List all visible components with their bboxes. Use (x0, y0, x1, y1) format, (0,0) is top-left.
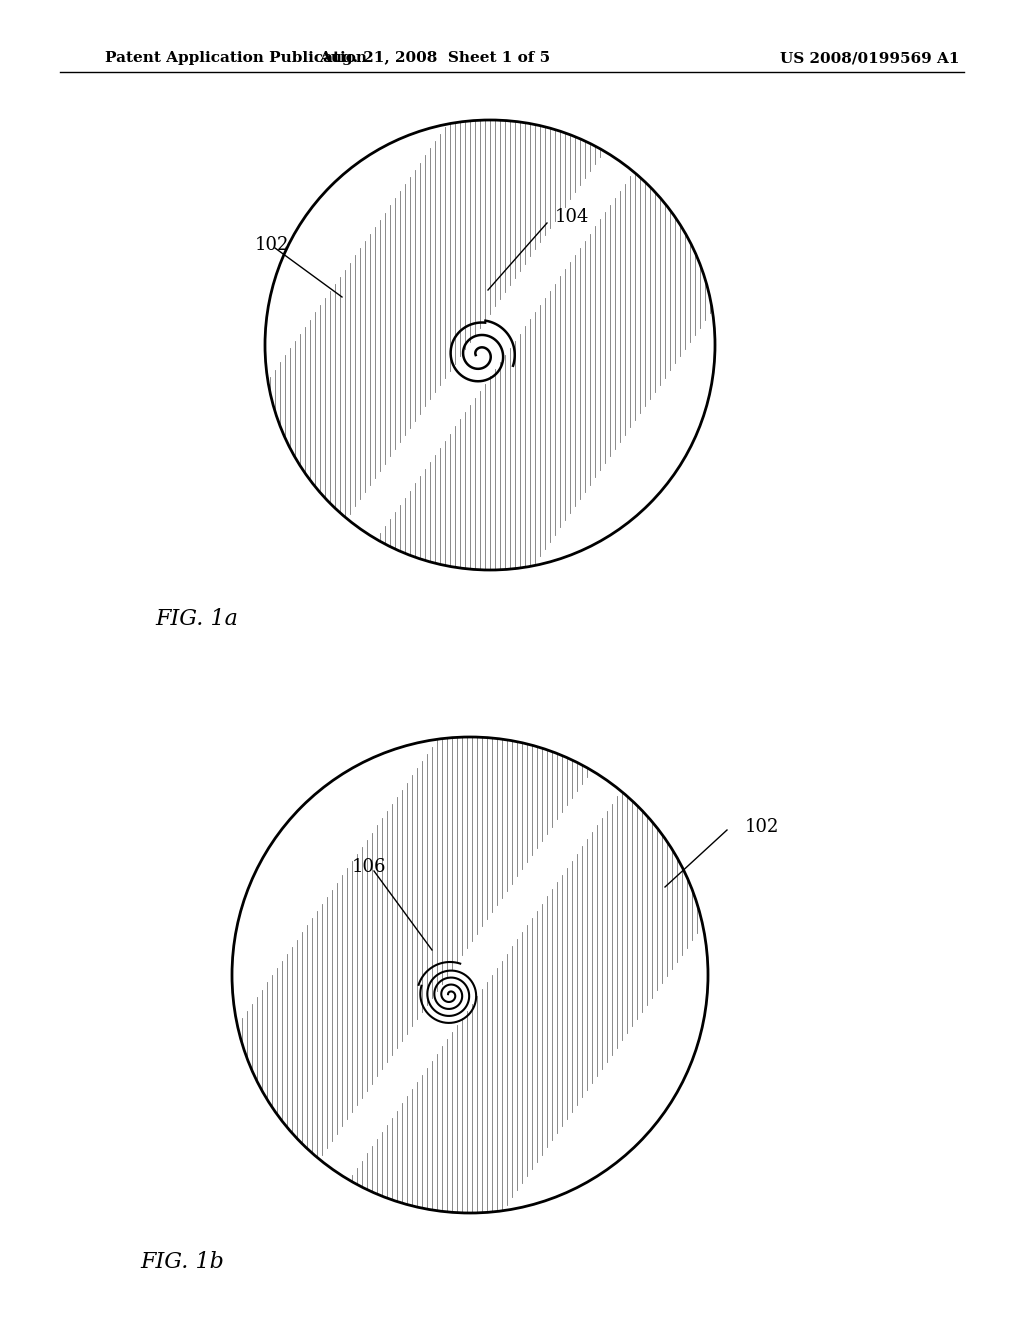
Text: US 2008/0199569 A1: US 2008/0199569 A1 (780, 51, 959, 65)
Text: FIG. 1a: FIG. 1a (155, 609, 238, 630)
Text: 104: 104 (555, 209, 590, 226)
Text: 102: 102 (255, 236, 290, 253)
Text: 106: 106 (352, 858, 386, 876)
Circle shape (232, 737, 708, 1213)
Circle shape (265, 120, 715, 570)
Text: FIG. 1b: FIG. 1b (140, 1251, 224, 1272)
Text: Patent Application Publication: Patent Application Publication (105, 51, 367, 65)
Text: Aug. 21, 2008  Sheet 1 of 5: Aug. 21, 2008 Sheet 1 of 5 (319, 51, 551, 65)
Text: 102: 102 (745, 818, 779, 836)
